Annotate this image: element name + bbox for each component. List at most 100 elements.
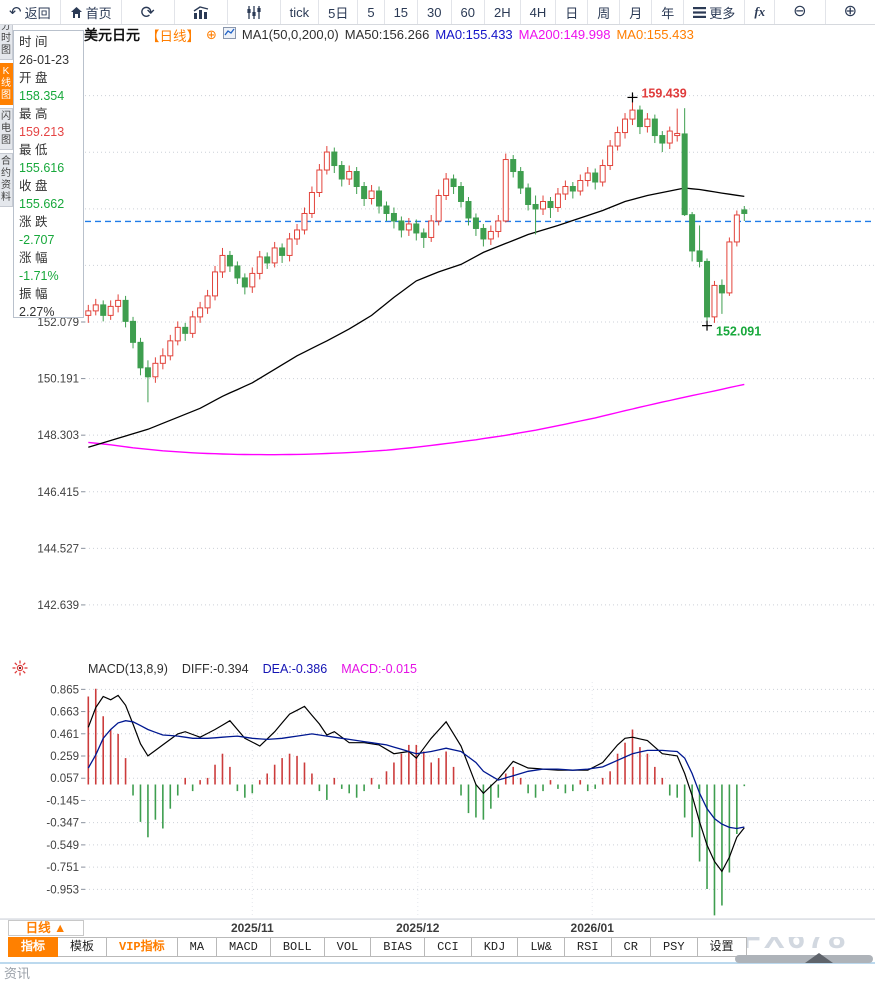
indicator-tab-指标[interactable]: 指标 bbox=[8, 937, 59, 957]
chart-window-icon[interactable] bbox=[222, 27, 236, 42]
back-label: 返回 bbox=[24, 5, 51, 21]
period-label: 【日线】 bbox=[146, 28, 200, 44]
x-axis-label-0: 2025/11 bbox=[230, 921, 274, 935]
indicator-tab-PSY[interactable]: PSY bbox=[650, 937, 698, 957]
bar-chart-view-button[interactable] bbox=[175, 0, 228, 24]
price-axis-label: 142.639 bbox=[37, 600, 79, 612]
zoom-out-button[interactable]: ⊖ bbox=[775, 0, 826, 24]
info-label-1: 开 盘 bbox=[19, 71, 48, 85]
period-selector-button[interactable]: 日线 ▲ bbox=[8, 920, 84, 936]
refresh-button[interactable]: ⟳ bbox=[122, 0, 175, 24]
back-button[interactable]: ↶ 返回 bbox=[0, 0, 61, 24]
info-label-4: 收 盘 bbox=[19, 179, 48, 193]
ma0-orange-value: MA0:155.433 bbox=[616, 27, 694, 42]
indicator-tab-MA[interactable]: MA bbox=[177, 937, 218, 957]
side-tab-1[interactable]: K线图 bbox=[0, 63, 13, 105]
side-tab-3[interactable]: 合约资料 bbox=[0, 153, 13, 207]
period-tick[interactable]: tick bbox=[281, 0, 320, 24]
zoom-in-button[interactable]: ⊕ bbox=[826, 0, 875, 24]
period-4h[interactable]: 4H bbox=[521, 0, 557, 24]
macd-dea-value: DEA:-0.386 bbox=[262, 662, 328, 676]
price-axis-label: 152.079 bbox=[37, 317, 79, 329]
ma-settings: MA1(50,0,200,0) bbox=[241, 27, 339, 42]
bar-chart-icon bbox=[193, 5, 209, 19]
info-value-6: -1.71% bbox=[19, 269, 59, 283]
indicator-tab-CCI[interactable]: CCI bbox=[425, 937, 472, 957]
side-tab-strip: 分时图 K线图闪电图合约资料 bbox=[0, 18, 13, 210]
x-axis-strip: 2025/11 2025/12 2026/01 bbox=[0, 919, 875, 937]
indicator-tab-MACD[interactable]: MACD bbox=[217, 937, 271, 957]
period-2h[interactable]: 2H bbox=[485, 0, 521, 24]
info-value-7: 2.27% bbox=[19, 305, 55, 318]
macd-axis-label: 0.259 bbox=[50, 751, 79, 763]
info-value-4: 155.662 bbox=[19, 197, 65, 211]
side-tab-0[interactable]: 分时图 bbox=[0, 18, 13, 60]
indicator-tab-KDJ[interactable]: KDJ bbox=[471, 937, 519, 957]
ma200-value: MA200:149.998 bbox=[518, 27, 611, 42]
macd-axis-label: -0.549 bbox=[46, 840, 79, 852]
indicator-tab-模板[interactable]: 模板 bbox=[58, 937, 108, 957]
home-button[interactable]: 首页 bbox=[61, 0, 122, 24]
period-week[interactable]: 周 bbox=[588, 0, 621, 24]
hamburger-icon bbox=[693, 6, 707, 18]
add-favorite-icon[interactable]: ⊕ bbox=[206, 26, 217, 42]
formula-button[interactable]: fx bbox=[745, 0, 776, 24]
info-label-6: 涨 幅 bbox=[19, 251, 48, 265]
macd-params: MACD(13,8,9) bbox=[88, 662, 168, 676]
side-tab-2[interactable]: 闪电图 bbox=[0, 108, 13, 150]
info-label-3: 最 低 bbox=[19, 143, 48, 157]
period-5m[interactable]: 5 bbox=[358, 0, 385, 24]
macd-axis-label: -0.751 bbox=[46, 862, 79, 874]
symbol-name: 美元日元 bbox=[84, 26, 140, 43]
info-label-5: 涨 跌 bbox=[19, 215, 48, 229]
period-30m[interactable]: 30 bbox=[418, 0, 452, 24]
candlestick-view-button[interactable] bbox=[228, 0, 281, 24]
more-button[interactable]: 更多 bbox=[684, 0, 746, 24]
macd-macd-value: MACD:-0.015 bbox=[341, 662, 417, 676]
period-year[interactable]: 年 bbox=[652, 0, 685, 24]
x-axis-label-2: 2026/01 bbox=[570, 921, 614, 935]
indicator-tab-VIP指标[interactable]: VIP指标 bbox=[107, 937, 178, 957]
indicator-tab-设置[interactable]: 设置 bbox=[697, 937, 747, 957]
indicator-tab-BOLL[interactable]: BOLL bbox=[270, 937, 325, 957]
quote-info-panel: 时 间 26-01-23 开 盘 158.354 最 高 159.213 最 低 155.61… bbox=[13, 30, 84, 318]
macd-diff-value: DIFF:-0.394 bbox=[181, 662, 249, 676]
indicator-tab-VOL[interactable]: VOL bbox=[324, 937, 372, 957]
macd-axis-label: 0.461 bbox=[50, 729, 79, 741]
back-arrow-icon: ↶ bbox=[9, 3, 22, 21]
info-value-0: 26-01-23 bbox=[19, 53, 70, 67]
period-15m[interactable]: 15 bbox=[385, 0, 419, 24]
indicator-tab-LW&[interactable]: LW& bbox=[518, 937, 565, 957]
period-day[interactable]: 日 bbox=[556, 0, 589, 24]
macd-axis-label: 0.057 bbox=[50, 773, 79, 785]
x-axis-label-1: 2025/12 bbox=[396, 921, 440, 935]
top-toolbar: ↶ 返回 首页 ⟳ tick 5日 5 15 30 60 2H 4H 日 周 月… bbox=[0, 0, 875, 25]
period-60m[interactable]: 60 bbox=[452, 0, 485, 24]
macd-header: MACD(13,8,9) DIFF:-0.394 DEA:-0.386 MACD… bbox=[88, 662, 423, 676]
news-label: 资讯 bbox=[4, 966, 31, 981]
low-price-annotation: 152.091 bbox=[716, 325, 761, 339]
price-axis-label: 146.415 bbox=[37, 487, 79, 499]
scroll-up-arrow[interactable] bbox=[805, 953, 833, 963]
indicator-tab-CR[interactable]: CR bbox=[611, 937, 651, 957]
price-axis-label: 144.527 bbox=[37, 543, 79, 555]
macd-axis-label: 0.663 bbox=[50, 707, 79, 719]
info-label-2: 最 高 bbox=[19, 107, 48, 121]
info-value-5: -2.707 bbox=[19, 233, 55, 247]
home-icon bbox=[70, 6, 83, 19]
ma0-blue-value: MA0:155.433 bbox=[435, 27, 513, 42]
zoom-out-icon: ⊖ bbox=[793, 3, 807, 20]
price-axis-label: 148.303 bbox=[37, 430, 79, 442]
horizontal-scrollbar[interactable] bbox=[735, 955, 873, 963]
period-5d[interactable]: 5日 bbox=[319, 0, 359, 24]
indicator-settings-icon[interactable] bbox=[12, 660, 28, 681]
period-month[interactable]: 月 bbox=[620, 0, 653, 24]
indicator-tab-RSI[interactable]: RSI bbox=[564, 937, 612, 957]
indicator-tab-BIAS[interactable]: BIAS bbox=[371, 937, 426, 957]
ma50-value: MA50:156.266 bbox=[344, 27, 430, 42]
macd-axis-label: -0.347 bbox=[46, 818, 79, 830]
info-label-7: 振 幅 bbox=[19, 287, 48, 301]
macd-axis-label: -0.145 bbox=[46, 795, 79, 807]
home-label: 首页 bbox=[85, 5, 112, 21]
